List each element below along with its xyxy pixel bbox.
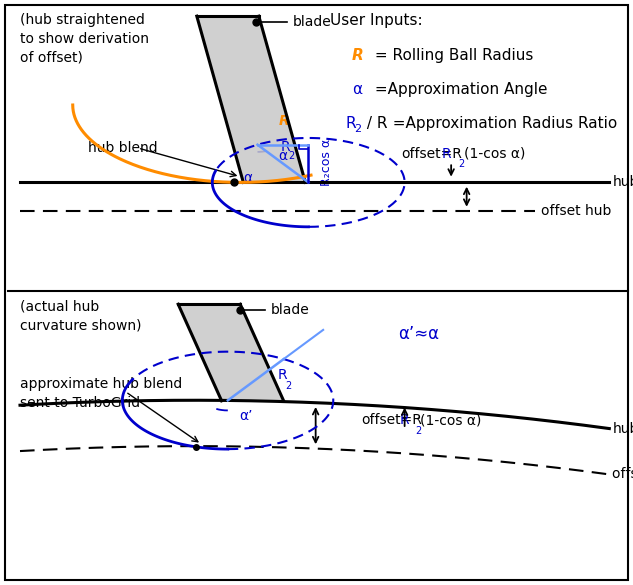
Text: α: α <box>352 82 362 97</box>
Text: =Approximation Angle: =Approximation Angle <box>370 82 548 97</box>
Text: 2: 2 <box>285 380 291 391</box>
Text: R: R <box>442 147 451 161</box>
Text: α: α <box>278 149 287 163</box>
Text: = Rolling Ball Radius: = Rolling Ball Radius <box>370 48 534 63</box>
Text: blade: blade <box>271 303 310 317</box>
Text: 2: 2 <box>354 123 361 133</box>
Text: offset=R: offset=R <box>401 147 462 161</box>
Text: offset hub: offset hub <box>613 467 633 481</box>
Text: 2: 2 <box>288 151 294 161</box>
Text: R: R <box>352 48 363 63</box>
Polygon shape <box>179 304 284 401</box>
Text: R: R <box>279 113 289 128</box>
Text: approximate hub blend
sent to TurboGrid: approximate hub blend sent to TurboGrid <box>20 377 182 409</box>
Text: hub: hub <box>613 176 633 190</box>
Text: (1-cos α): (1-cos α) <box>420 414 482 427</box>
Text: offset hub: offset hub <box>541 204 611 218</box>
Text: 2: 2 <box>458 160 464 170</box>
Text: blade: blade <box>293 15 332 29</box>
Text: α’≈α: α’≈α <box>398 325 439 343</box>
Text: (1-cos α): (1-cos α) <box>463 147 525 161</box>
Text: α: α <box>243 171 252 185</box>
Text: R: R <box>399 414 410 427</box>
Text: 2: 2 <box>415 426 422 436</box>
Text: R: R <box>277 368 287 382</box>
Text: =Approximation Radius Ratio: =Approximation Radius Ratio <box>383 116 617 132</box>
Text: α’: α’ <box>240 409 253 423</box>
Text: (actual hub
curvature shown): (actual hub curvature shown) <box>20 300 142 332</box>
Text: R: R <box>346 116 356 132</box>
Text: R: R <box>280 140 290 154</box>
Text: / R: / R <box>363 116 388 132</box>
Text: (hub straightened
to show derivation
of offset): (hub straightened to show derivation of … <box>20 13 149 64</box>
Text: offset=R: offset=R <box>361 414 422 427</box>
Text: hub blend: hub blend <box>88 141 158 155</box>
Text: hub: hub <box>613 422 633 436</box>
Polygon shape <box>197 16 305 183</box>
Text: R₂cos α: R₂cos α <box>320 139 332 186</box>
Text: User Inputs:: User Inputs: <box>330 13 423 28</box>
